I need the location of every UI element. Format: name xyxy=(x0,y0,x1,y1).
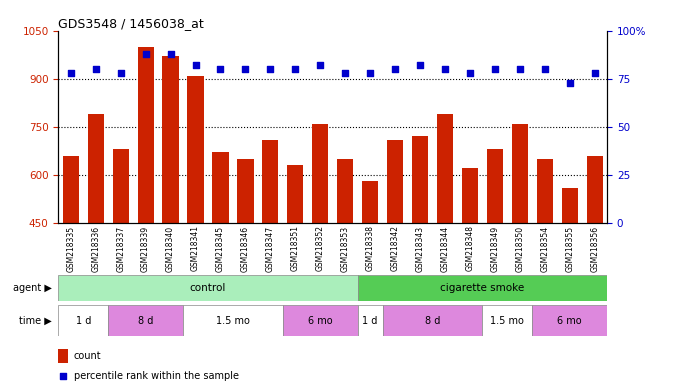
Point xyxy=(215,66,226,72)
Bar xyxy=(383,305,482,336)
Bar xyxy=(412,136,428,223)
Bar xyxy=(462,168,478,223)
Bar xyxy=(362,181,378,223)
Point xyxy=(190,62,201,68)
Point xyxy=(240,66,251,72)
Bar xyxy=(532,305,607,336)
Point xyxy=(315,62,326,68)
Point xyxy=(340,70,351,76)
Bar xyxy=(337,159,353,223)
Bar xyxy=(113,149,129,223)
Point xyxy=(140,51,151,57)
Text: 1 d: 1 d xyxy=(362,316,378,326)
Point xyxy=(265,66,276,72)
Bar xyxy=(237,159,254,223)
Bar xyxy=(262,139,279,223)
Text: GDS3548 / 1456038_at: GDS3548 / 1456038_at xyxy=(58,17,204,30)
Point xyxy=(514,66,525,72)
Point xyxy=(464,70,475,76)
Bar xyxy=(536,159,553,223)
Text: control: control xyxy=(190,283,226,293)
Text: 1.5 mo: 1.5 mo xyxy=(216,316,250,326)
Bar xyxy=(283,305,357,336)
Bar xyxy=(137,47,154,223)
Bar xyxy=(482,305,532,336)
Bar xyxy=(512,124,528,223)
Point xyxy=(564,79,575,86)
Text: cigarette smoke: cigarette smoke xyxy=(440,283,525,293)
Text: 1.5 mo: 1.5 mo xyxy=(490,316,524,326)
Point xyxy=(115,70,126,76)
Bar xyxy=(88,114,104,223)
Bar xyxy=(62,156,79,223)
Point xyxy=(289,66,300,72)
Point xyxy=(489,66,500,72)
Text: agent ▶: agent ▶ xyxy=(12,283,51,293)
Bar xyxy=(213,152,228,223)
Bar xyxy=(58,349,68,363)
Point xyxy=(58,372,69,379)
Bar xyxy=(587,156,603,223)
Bar xyxy=(357,275,607,301)
Bar xyxy=(312,124,329,223)
Point xyxy=(589,70,600,76)
Text: time ▶: time ▶ xyxy=(19,316,51,326)
Text: 8 d: 8 d xyxy=(138,316,153,326)
Bar xyxy=(357,305,383,336)
Text: percentile rank within the sample: percentile rank within the sample xyxy=(73,371,239,381)
Text: 1 d: 1 d xyxy=(75,316,91,326)
Bar xyxy=(562,187,578,223)
Text: 6 mo: 6 mo xyxy=(308,316,333,326)
Point xyxy=(65,70,76,76)
Bar xyxy=(437,114,453,223)
Bar xyxy=(58,275,357,301)
Text: 8 d: 8 d xyxy=(425,316,440,326)
Bar xyxy=(287,165,303,223)
Point xyxy=(414,62,425,68)
Bar xyxy=(108,305,183,336)
Point xyxy=(365,70,376,76)
Point xyxy=(440,66,451,72)
Bar xyxy=(487,149,503,223)
Text: count: count xyxy=(73,351,102,361)
Bar xyxy=(387,139,403,223)
Point xyxy=(539,66,550,72)
Point xyxy=(165,51,176,57)
Point xyxy=(91,66,102,72)
Bar xyxy=(163,56,178,223)
Point xyxy=(390,66,401,72)
Bar xyxy=(58,305,108,336)
Bar xyxy=(187,76,204,223)
Text: 6 mo: 6 mo xyxy=(558,316,582,326)
Bar xyxy=(183,305,283,336)
